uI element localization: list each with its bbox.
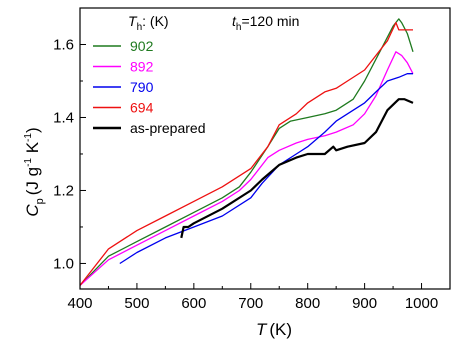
x-tick-label: 800 [295, 295, 320, 312]
x-tick-label: 700 [238, 295, 263, 312]
x-tick-label: 500 [124, 295, 149, 312]
legend-label: 892 [130, 59, 154, 75]
y-axis-title: Cp(J g-1 K-1) [23, 127, 46, 216]
x-tick-label: 900 [352, 295, 377, 312]
plot-series [79, 18, 414, 286]
legend: Th: (K) th=120 min 902 892 790 694 as-prepar… [93, 13, 299, 136]
x-axis-ticks: 400 500 600 700 800 900 1000 [67, 283, 438, 312]
y-tick-label: 1.2 [53, 182, 74, 199]
legend-label: 694 [130, 100, 154, 116]
legend-label: as-prepared [130, 120, 206, 136]
y-tick-label: 1.0 [53, 255, 74, 272]
x-tick-label: 1000 [405, 295, 438, 312]
series-line-4 [180, 98, 414, 239]
legend-header-anneal-time: th=120 min [232, 13, 299, 33]
legend-label: 790 [130, 79, 154, 95]
y-axis-ticks: 1.0 1.2 1.4 1.6 [53, 36, 86, 272]
x-tick-label: 400 [67, 295, 92, 312]
x-axis-title: T (K) [256, 320, 292, 339]
plot-frame [79, 7, 451, 290]
legend-label: 902 [130, 38, 154, 54]
series-line-3 [79, 21, 413, 286]
y-tick-label: 1.4 [53, 109, 74, 126]
legend-items: 902 892 790 694 as-prepared [93, 38, 206, 136]
y-tick-label: 1.6 [53, 36, 74, 53]
legend-header-anneal-temperature: Th: (K) [128, 13, 169, 33]
x-tick-label: 600 [181, 295, 206, 312]
series-line-1 [79, 51, 414, 286]
series-line-2 [119, 73, 413, 265]
